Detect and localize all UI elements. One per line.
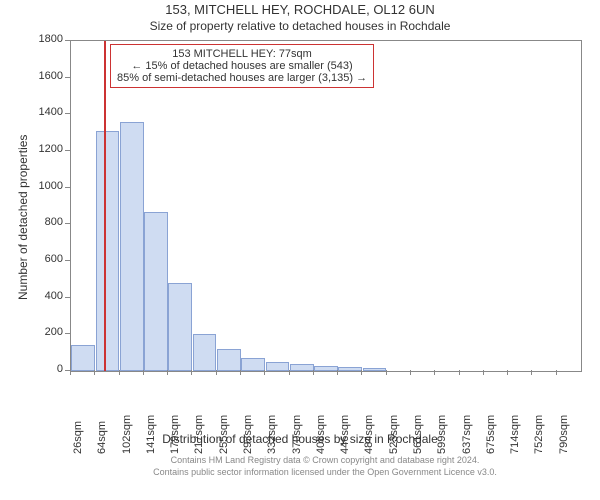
x-tick-mark	[459, 370, 460, 375]
x-tick-mark	[143, 370, 144, 375]
reference-line	[104, 41, 106, 371]
x-tick-label: 26sqm	[72, 406, 84, 454]
y-tick-mark	[65, 77, 70, 78]
x-tick-label: 408sqm	[315, 406, 327, 454]
x-tick-label: 675sqm	[485, 406, 497, 454]
histogram-chart: 153, MITCHELL HEY, ROCHDALE, OL12 6UN Si…	[0, 0, 600, 500]
x-tick-mark	[70, 370, 71, 375]
x-tick-mark	[410, 370, 411, 375]
y-tick-mark	[65, 113, 70, 114]
y-tick-mark	[65, 297, 70, 298]
x-tick-label: 102sqm	[121, 406, 133, 454]
x-tick-mark	[167, 370, 168, 375]
y-tick-mark	[65, 187, 70, 188]
x-tick-label: 523sqm	[388, 406, 400, 454]
x-tick-label: 561sqm	[412, 406, 424, 454]
x-tick-mark	[531, 370, 532, 375]
y-tick-label: 1000	[28, 180, 63, 192]
x-tick-label: 64sqm	[96, 406, 108, 454]
y-tick-label: 400	[28, 290, 63, 302]
histogram-bar	[144, 212, 168, 372]
annotation-line: ← 15% of detached houses are smaller (54…	[117, 60, 367, 72]
x-tick-mark	[507, 370, 508, 375]
x-tick-label: 484sqm	[363, 406, 375, 454]
y-tick-label: 1200	[28, 143, 63, 155]
histogram-bar	[266, 362, 290, 371]
y-tick-mark	[65, 150, 70, 151]
histogram-bar	[193, 334, 217, 371]
attribution-line-1: Contains HM Land Registry data © Crown c…	[70, 455, 580, 467]
y-tick-mark	[65, 223, 70, 224]
x-tick-label: 293sqm	[242, 406, 254, 454]
x-tick-mark	[289, 370, 290, 375]
x-axis-label: Distribution of detached houses by size …	[0, 432, 600, 446]
chart-subtitle: Size of property relative to detached ho…	[0, 19, 600, 33]
x-tick-mark	[216, 370, 217, 375]
x-tick-mark	[337, 370, 338, 375]
histogram-bar	[96, 131, 120, 371]
x-tick-label: 637sqm	[461, 406, 473, 454]
x-tick-mark	[264, 370, 265, 375]
x-tick-label: 332sqm	[266, 406, 278, 454]
x-tick-mark	[556, 370, 557, 375]
y-tick-mark	[65, 40, 70, 41]
y-tick-label: 1400	[28, 106, 63, 118]
x-tick-mark	[313, 370, 314, 375]
x-tick-label: 217sqm	[193, 406, 205, 454]
x-tick-mark	[361, 370, 362, 375]
x-tick-mark	[386, 370, 387, 375]
y-tick-label: 0	[28, 363, 63, 375]
x-tick-mark	[240, 370, 241, 375]
x-tick-label: 599sqm	[436, 406, 448, 454]
x-tick-label: 790sqm	[558, 406, 570, 454]
x-tick-label: 141sqm	[145, 406, 157, 454]
attribution-line-2: Contains public sector information licen…	[70, 467, 580, 479]
y-tick-mark	[65, 260, 70, 261]
annotation-line: 153 MITCHELL HEY: 77sqm	[117, 48, 367, 60]
attribution-text: Contains HM Land Registry data © Crown c…	[70, 455, 580, 478]
y-tick-mark	[65, 333, 70, 334]
x-tick-mark	[434, 370, 435, 375]
histogram-bar	[71, 345, 95, 371]
histogram-bar	[314, 366, 338, 372]
x-tick-mark	[119, 370, 120, 375]
x-tick-mark	[483, 370, 484, 375]
y-tick-label: 200	[28, 326, 63, 338]
x-tick-mark	[94, 370, 95, 375]
histogram-bar	[120, 122, 144, 371]
x-tick-label: 255sqm	[218, 406, 230, 454]
histogram-bar	[290, 364, 314, 371]
histogram-bar	[241, 358, 265, 371]
histogram-bar	[363, 368, 387, 371]
x-tick-label: 446sqm	[339, 406, 351, 454]
histogram-bar	[217, 349, 241, 371]
chart-title: 153, MITCHELL HEY, ROCHDALE, OL12 6UN	[0, 2, 600, 17]
x-tick-label: 179sqm	[169, 406, 181, 454]
x-tick-label: 752sqm	[533, 406, 545, 454]
annotation-box: 153 MITCHELL HEY: 77sqm← 15% of detached…	[110, 44, 374, 88]
y-tick-label: 1600	[28, 70, 63, 82]
y-tick-label: 1800	[28, 33, 63, 45]
y-tick-label: 800	[28, 216, 63, 228]
histogram-bar	[338, 367, 362, 371]
annotation-line: 85% of semi-detached houses are larger (…	[117, 72, 367, 84]
x-tick-mark	[191, 370, 192, 375]
plot-area	[70, 40, 582, 372]
histogram-bar	[168, 283, 192, 371]
x-tick-label: 714sqm	[509, 406, 521, 454]
y-tick-label: 600	[28, 253, 63, 265]
x-tick-label: 370sqm	[291, 406, 303, 454]
